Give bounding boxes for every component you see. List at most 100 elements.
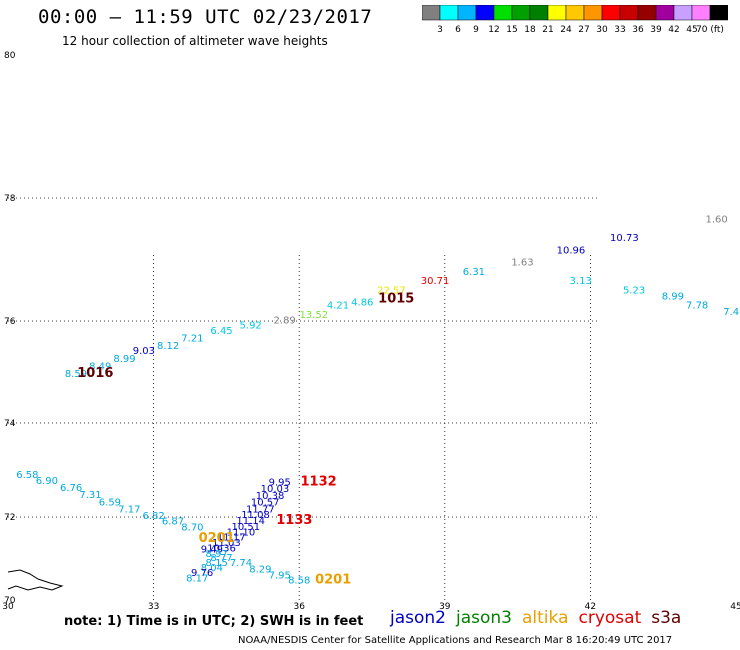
wave-height-label: 10.73 <box>610 233 639 244</box>
wave-height-label: 8.59 <box>65 369 87 380</box>
wave-height-label: 8.70 <box>181 522 203 533</box>
wave-height-label: 10.51 <box>231 522 260 533</box>
units-note: note: 1) Time is in UTC; 2) SWH is in fe… <box>64 614 364 629</box>
colorbar-label: 24 <box>560 25 572 35</box>
colorbar-label: 18 <box>524 25 536 35</box>
wave-height-label: 30.71 <box>421 276 450 287</box>
pass-id-label: 1133 <box>276 513 312 528</box>
wave-height-label: 9.76 <box>191 568 213 579</box>
wave-height-label: 6.90 <box>36 476 58 487</box>
wave-height-label: 6.76 <box>60 483 82 494</box>
pass-id-label: 0201 <box>315 572 351 587</box>
colorbar-label: 3 <box>437 25 443 35</box>
wave-height-label: 11.08 <box>241 510 270 521</box>
wave-height-label: 8.29 <box>249 565 271 576</box>
wave-height-label: 1.60 <box>705 215 727 226</box>
wave-height-label: 7.31 <box>79 490 101 501</box>
lon-tick-label: 42 <box>585 602 596 610</box>
wave-height-label: 11.17 <box>217 533 246 544</box>
colorbar-label: 45 <box>686 25 697 35</box>
wave-height-label: 11.10 <box>227 527 256 538</box>
wave-height-label: 8.99 <box>113 354 135 365</box>
map-subtitle: 12 hour collection of altimeter wave hei… <box>62 34 328 48</box>
wave-height-label: 8.49 <box>89 361 111 372</box>
wave-height-label: 10.38 <box>256 491 285 502</box>
wave-height-label: 11.14 <box>236 516 265 527</box>
wave-height-label: 6.59 <box>99 497 121 508</box>
wave-height-label: 7.4 <box>723 307 739 318</box>
lat-tick-label: 78 <box>4 194 16 204</box>
wave-height-label: 9.03 <box>133 346 155 357</box>
wave-height-label: 8.97 <box>206 549 228 560</box>
wave-height-label: 10.03 <box>261 484 290 495</box>
wave-height-label: 3.13 <box>570 276 592 287</box>
wave-height-map: 30 33 36 39 42 45 70 72 74 76 78 80 1.60 10.73 10.96 1.… <box>2 51 740 610</box>
wave-height-label: 7.74 <box>230 558 252 569</box>
pass-id-label: 1132 <box>301 475 337 490</box>
lat-tick-label: 70 <box>4 596 16 606</box>
colorbar-label: 36 <box>632 25 644 35</box>
wave-height-label: 7.21 <box>181 333 203 344</box>
wave-height-label: 8.99 <box>662 291 684 302</box>
wave-height-label: 8.12 <box>157 341 179 352</box>
wave-height-label: 8.58 <box>288 575 310 586</box>
wave-height-label: 6.82 <box>142 511 164 522</box>
wave-height-label: 9.49 <box>201 545 223 556</box>
colorbar-label: 70 (ft) <box>696 25 724 35</box>
wave-height-label: 10.57 <box>251 498 280 509</box>
wave-height-colorbar <box>422 5 728 21</box>
pass-id-label: 1016 <box>77 366 113 381</box>
wave-height-label: 4.86 <box>351 298 373 309</box>
colorbar-label: 12 <box>488 25 499 35</box>
colorbar-label: 15 <box>506 25 517 35</box>
lon-tick-label: 45 <box>730 602 740 610</box>
lat-tick-label: 76 <box>4 317 16 327</box>
wave-height-label: 4.21 <box>327 301 349 312</box>
lon-tick-label: 36 <box>293 602 305 610</box>
lon-tick-label: 39 <box>439 602 451 610</box>
wave-height-label: 5.23 <box>623 285 645 296</box>
colorbar-label: 33 <box>614 25 625 35</box>
wave-height-label: 22.57 <box>377 285 406 296</box>
lat-tick-label: 74 <box>4 419 16 429</box>
lon-tick-label: 30 <box>2 602 14 610</box>
satellite-legend-jason3: jason3 <box>456 608 512 628</box>
wave-height-label: 2.89 <box>274 316 296 327</box>
wave-height-label: 8.15 <box>206 558 228 569</box>
lat-tick-label: 72 <box>4 513 15 523</box>
wave-height-label: 5.92 <box>240 321 262 332</box>
colorbar-label: 27 <box>578 25 589 35</box>
wave-height-label: 7.78 <box>686 301 708 312</box>
wave-height-label: 6.87 <box>162 516 184 527</box>
wave-height-label: 6.31 <box>463 267 485 278</box>
colorbar-label: 39 <box>650 25 662 35</box>
wave-height-label: 13.52 <box>299 310 328 321</box>
pass-id-label: 0201 <box>199 531 235 546</box>
wave-height-label: 6.45 <box>210 326 232 337</box>
credit-line: NOAA/NESDIS Center for Satellite Applica… <box>238 635 673 646</box>
satellite-legend-jason2: jason2 <box>390 608 446 628</box>
colorbar-label: 9 <box>473 25 479 35</box>
pass-id-label: 1015 <box>378 292 414 307</box>
colorbar-label: 6 <box>455 25 461 35</box>
map-title: 00:00 – 11:59 UTC 02/23/2017 <box>38 6 373 28</box>
lat-tick-label: 80 <box>4 51 16 61</box>
satellite-legend-cryosat: cryosat <box>578 608 642 628</box>
wave-height-label: 1.63 <box>511 258 533 269</box>
wave-height-label: 7.17 <box>118 504 140 515</box>
wave-height-label: 10.96 <box>557 245 586 256</box>
satellite-legend-altika: altika <box>522 608 569 628</box>
wave-height-label: 6.58 <box>16 470 38 481</box>
wave-height-label: 10.36 <box>207 543 236 554</box>
wave-height-label: 8.77 <box>210 553 232 564</box>
wave-height-label: 11.77 <box>246 504 275 515</box>
wave-height-label: 8.04 <box>201 563 223 574</box>
lon-tick-label: 33 <box>148 602 159 610</box>
colorbar-swatch <box>709 5 728 21</box>
wave-height-label: 7.95 <box>269 570 291 581</box>
satellite-legend: jason2 jason3 altika cryosat s3a <box>390 608 691 628</box>
wave-height-label: 8.17 <box>186 574 208 585</box>
colorbar-label: 21 <box>542 25 553 35</box>
satellite-legend-s3a: s3a <box>651 608 682 628</box>
colorbar-label: 30 <box>596 25 608 35</box>
